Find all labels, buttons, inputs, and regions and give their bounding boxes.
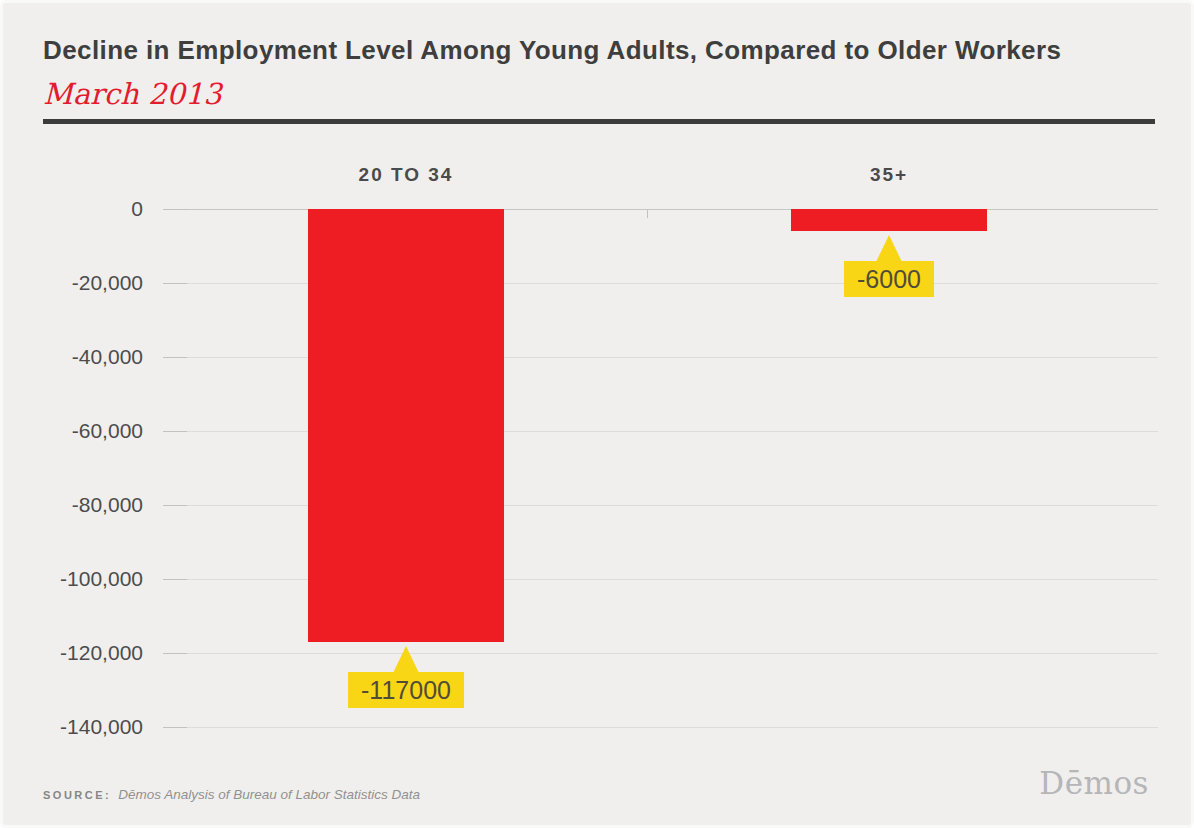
y-axis-tick: [163, 579, 187, 580]
source-text: Dēmos Analysis of Bureau of Labor Statis…: [118, 787, 420, 802]
y-axis-tick: [163, 357, 187, 358]
y-axis-label: 0: [3, 197, 143, 221]
y-axis-tick: [163, 209, 187, 210]
y-axis-label: -20,000: [3, 271, 143, 295]
source-label: SOURCE:: [43, 789, 111, 801]
y-axis-tick: [163, 283, 187, 284]
chart-canvas: Decline in Employment Level Among Young …: [0, 0, 1194, 828]
gridline--120,000: [163, 653, 1158, 654]
y-axis-tick: [163, 653, 187, 654]
plot-area: 0 -20,000 -40,000 -60,000 -80,000 -100,000 -12…: [3, 3, 1191, 825]
category-label: 20 TO 34: [286, 164, 526, 186]
y-axis-label: -100,000: [3, 567, 143, 591]
y-axis-tick: [163, 505, 187, 506]
data-label: -117000: [348, 672, 464, 708]
bar-35+: [791, 209, 987, 231]
callout-pointer: [393, 646, 419, 673]
demos-logo: Dēmos: [1039, 765, 1149, 801]
y-axis-label: -40,000: [3, 345, 143, 369]
y-axis-label: -140,000: [3, 715, 143, 739]
y-axis-label: -60,000: [3, 419, 143, 443]
bar-20-to-34: [308, 209, 504, 642]
data-label: -6000: [844, 261, 934, 297]
y-axis-label: -80,000: [3, 493, 143, 517]
category-label: 35+: [769, 164, 1009, 186]
y-axis-tick: [163, 431, 187, 432]
gridline--140,000: [163, 727, 1158, 728]
y-axis-tick: [163, 727, 187, 728]
x-axis-tick: [647, 209, 648, 218]
source-note: SOURCE: Dēmos Analysis of Bureau of Labo…: [43, 787, 420, 802]
callout-pointer: [876, 235, 902, 262]
y-axis-label: -120,000: [3, 641, 143, 665]
